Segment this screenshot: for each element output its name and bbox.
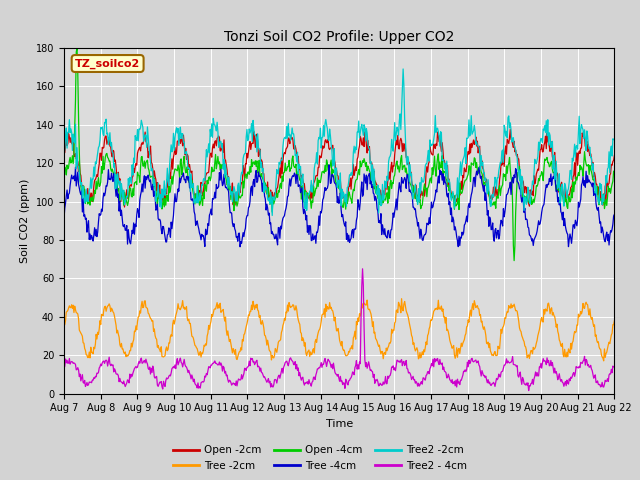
Title: Tonzi Soil CO2 Profile: Upper CO2: Tonzi Soil CO2 Profile: Upper CO2 [224, 30, 454, 44]
Legend: Open -2cm, Tree -2cm, Open -4cm, Tree -4cm, Tree2 -2cm, Tree2 - 4cm: Open -2cm, Tree -2cm, Open -4cm, Tree -4… [168, 441, 472, 475]
X-axis label: Time: Time [326, 419, 353, 429]
Text: TZ_soilco2: TZ_soilco2 [75, 59, 140, 69]
Y-axis label: Soil CO2 (ppm): Soil CO2 (ppm) [20, 179, 30, 263]
